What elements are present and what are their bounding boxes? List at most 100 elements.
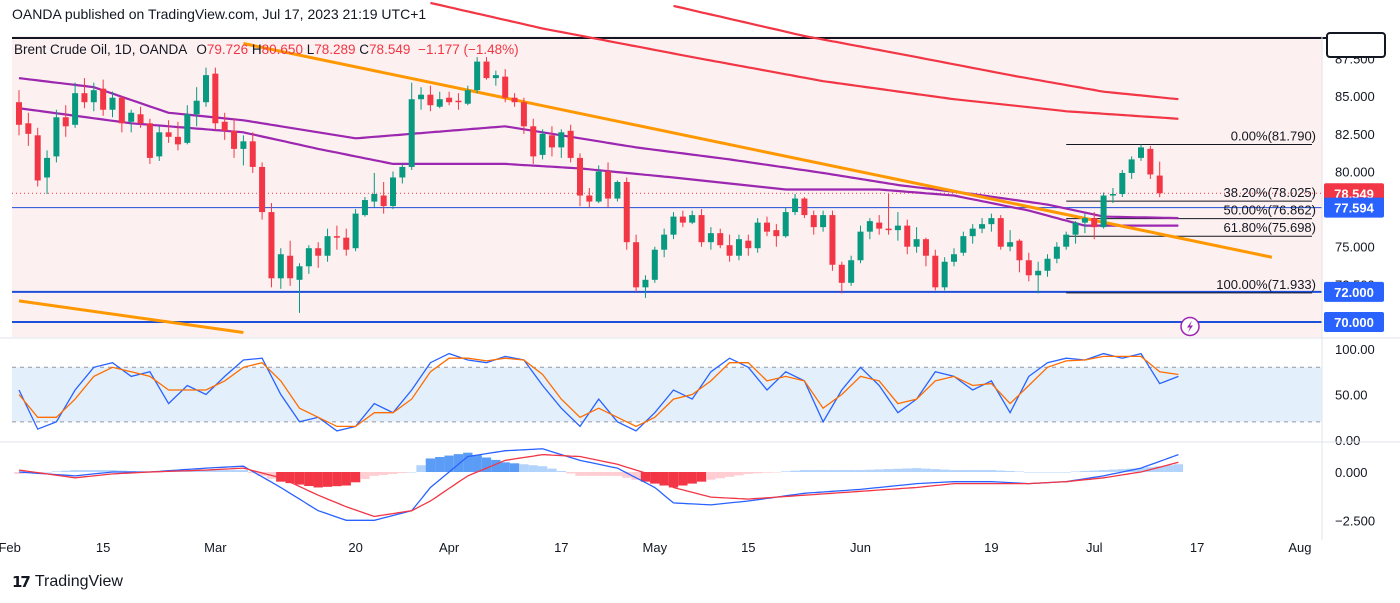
candle-body[interactable] (193, 100, 200, 115)
candle-body[interactable] (707, 233, 714, 243)
candle-body[interactable] (72, 93, 79, 125)
candle-body[interactable] (530, 126, 537, 157)
candle-body[interactable] (399, 166, 406, 178)
candle-body[interactable] (820, 215, 827, 228)
candle-body[interactable] (548, 135, 555, 148)
candle-body[interactable] (857, 231, 864, 261)
candle-body[interactable] (296, 266, 303, 280)
candle-body[interactable] (988, 218, 995, 225)
candle-body[interactable] (866, 221, 873, 232)
candle-body[interactable] (212, 73, 219, 124)
candle-body[interactable] (1128, 159, 1135, 173)
candle-body[interactable] (352, 213, 359, 249)
candle-body[interactable] (577, 157, 583, 196)
candle-body[interactable] (53, 117, 60, 157)
candle-body[interactable] (745, 240, 752, 249)
candle-body[interactable] (1063, 234, 1070, 247)
candle-body[interactable] (1044, 258, 1051, 271)
candle-body[interactable] (1035, 270, 1042, 276)
candle-body[interactable] (651, 249, 658, 280)
candle-body[interactable] (754, 222, 761, 249)
candle-body[interactable] (735, 239, 742, 256)
candle-body[interactable] (427, 94, 434, 106)
candle-body[interactable] (343, 237, 350, 250)
candle-body[interactable] (969, 228, 976, 237)
candle-body[interactable] (642, 279, 649, 288)
candle-body[interactable] (894, 225, 901, 231)
candle-body[interactable] (717, 233, 724, 246)
candle-body[interactable] (614, 181, 621, 199)
candle-body[interactable] (100, 88, 107, 110)
candle-body[interactable] (558, 132, 565, 148)
candle-body[interactable] (829, 215, 836, 265)
candle-body[interactable] (446, 97, 453, 103)
candle-body[interactable] (951, 254, 957, 262)
candle-body[interactable] (361, 200, 368, 216)
candle-body[interactable] (44, 157, 51, 178)
candle-body[interactable] (390, 177, 396, 207)
candle-body[interactable] (801, 198, 808, 216)
candle-body[interactable] (932, 255, 939, 288)
candle-body[interactable] (810, 215, 817, 228)
candle-body[interactable] (277, 254, 284, 279)
candle-body[interactable] (16, 102, 22, 125)
candle-body[interactable] (174, 136, 181, 145)
candle-body[interactable] (184, 114, 191, 143)
candle-body[interactable] (913, 239, 920, 247)
candle-body[interactable] (324, 236, 331, 256)
candle-body[interactable] (1007, 242, 1014, 247)
candle-body[interactable] (1147, 148, 1154, 175)
candle-body[interactable] (1072, 222, 1079, 235)
candle-body[interactable] (305, 248, 312, 267)
candle-body[interactable] (165, 132, 172, 137)
candle-body[interactable] (371, 194, 378, 202)
candle-body[interactable] (502, 76, 509, 98)
candle-body[interactable] (511, 97, 518, 103)
candle-body[interactable] (90, 90, 97, 103)
candle-body[interactable] (315, 248, 322, 256)
candle-body[interactable] (146, 123, 153, 158)
candle-body[interactable] (1016, 240, 1023, 261)
candle-body[interactable] (997, 218, 1004, 247)
candle-body[interactable] (885, 228, 892, 231)
candle-body[interactable] (249, 141, 256, 167)
candle-body[interactable] (689, 215, 696, 223)
candle-body[interactable] (464, 90, 471, 104)
candle-body[interactable] (661, 234, 668, 250)
candle-body[interactable] (764, 222, 770, 232)
candle-body[interactable] (1081, 218, 1088, 223)
candle-body[interactable] (698, 215, 705, 243)
candle-body[interactable] (1156, 175, 1163, 194)
candle-body[interactable] (782, 212, 789, 237)
candle-body[interactable] (605, 171, 612, 199)
candle-body[interactable] (109, 97, 116, 110)
candle-body[interactable] (941, 261, 948, 288)
maximize-chart-button[interactable] (1326, 32, 1386, 58)
candle-body[interactable] (539, 133, 546, 155)
candle-body[interactable] (848, 260, 855, 283)
candle-body[interactable] (474, 61, 481, 91)
candle-body[interactable] (25, 123, 32, 134)
candle-body[interactable] (670, 216, 677, 235)
candle-body[interactable] (876, 222, 883, 229)
candle-body[interactable] (221, 121, 228, 131)
candle-body[interactable] (726, 245, 733, 256)
candle-body[interactable] (567, 130, 574, 158)
candle-body[interactable] (203, 75, 209, 103)
candle-body[interactable] (679, 216, 686, 223)
candle-body[interactable] (633, 242, 640, 288)
candle-body[interactable] (1109, 194, 1116, 196)
candle-body[interactable] (34, 135, 41, 181)
candle-body[interactable] (922, 239, 929, 256)
candle-body[interactable] (408, 99, 415, 167)
candle-body[interactable] (137, 114, 144, 124)
candle-body[interactable] (81, 93, 88, 103)
candle-body[interactable] (492, 75, 499, 79)
candle-body[interactable] (128, 112, 135, 122)
candle-body[interactable] (838, 264, 845, 283)
candle-body[interactable] (380, 195, 387, 207)
candle-body[interactable] (623, 181, 630, 243)
candle-body[interactable] (231, 130, 238, 149)
candle-body[interactable] (586, 195, 593, 202)
